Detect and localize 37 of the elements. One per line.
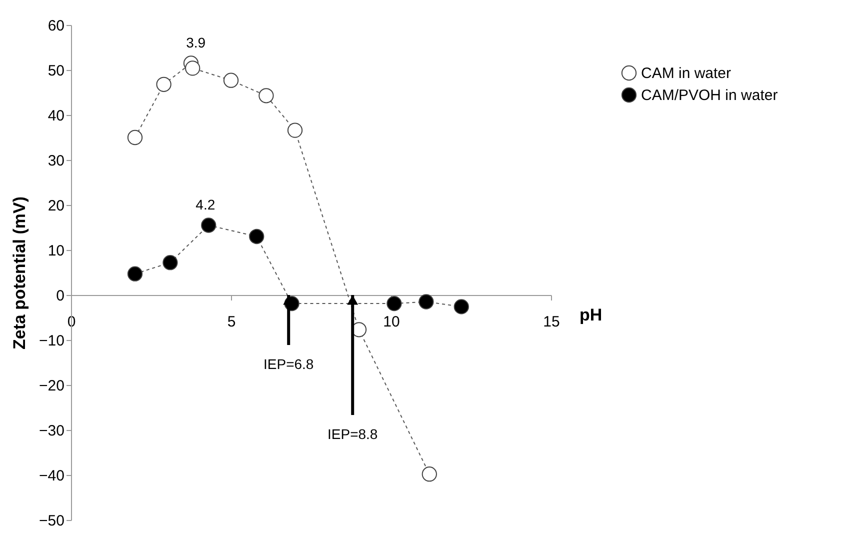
- annotation: IEP=6.8: [264, 356, 314, 372]
- y-tick-label: −40: [39, 468, 64, 484]
- point: [127, 266, 143, 282]
- x-tick-label: 10: [383, 314, 400, 330]
- point: [162, 255, 178, 270]
- y-tick-label: −30: [39, 422, 64, 440]
- legend-label: CAM in water: [641, 65, 732, 82]
- point: [156, 76, 172, 92]
- point: [287, 122, 303, 138]
- annotation: 4.2: [196, 196, 216, 212]
- point: [386, 296, 402, 312]
- point: [185, 60, 200, 76]
- y-tick-label: 10: [48, 242, 64, 260]
- x-tick-label: 5: [227, 314, 236, 330]
- point: [223, 72, 239, 88]
- y-tick-label: −20: [39, 378, 64, 394]
- y-tick-label: −10: [39, 332, 64, 350]
- point: [454, 299, 469, 314]
- point: [258, 88, 274, 104]
- annotation: 3.9: [186, 34, 206, 50]
- y-tick-label: 20: [48, 198, 64, 214]
- x-tick-label: 15: [543, 314, 560, 330]
- y-tick-label: −50: [39, 512, 64, 530]
- y-tick-label: 60: [48, 18, 64, 34]
- y-tick-label: 0: [56, 288, 64, 304]
- y-axis-title: Zeta potential (mV): [10, 196, 30, 350]
- point: [201, 218, 216, 233]
- y-tick-label: 40: [48, 108, 64, 124]
- point: [249, 228, 264, 244]
- x-axis-title: pH: [580, 306, 602, 324]
- y-tick-label: 50: [48, 62, 64, 80]
- point: [422, 466, 437, 482]
- annotation: IEP=8.8: [328, 426, 378, 442]
- point: [127, 130, 143, 146]
- point: [418, 294, 434, 310]
- y-tick-label: 30: [48, 152, 64, 170]
- legend-label: CAM/PVOH in water: [641, 87, 778, 104]
